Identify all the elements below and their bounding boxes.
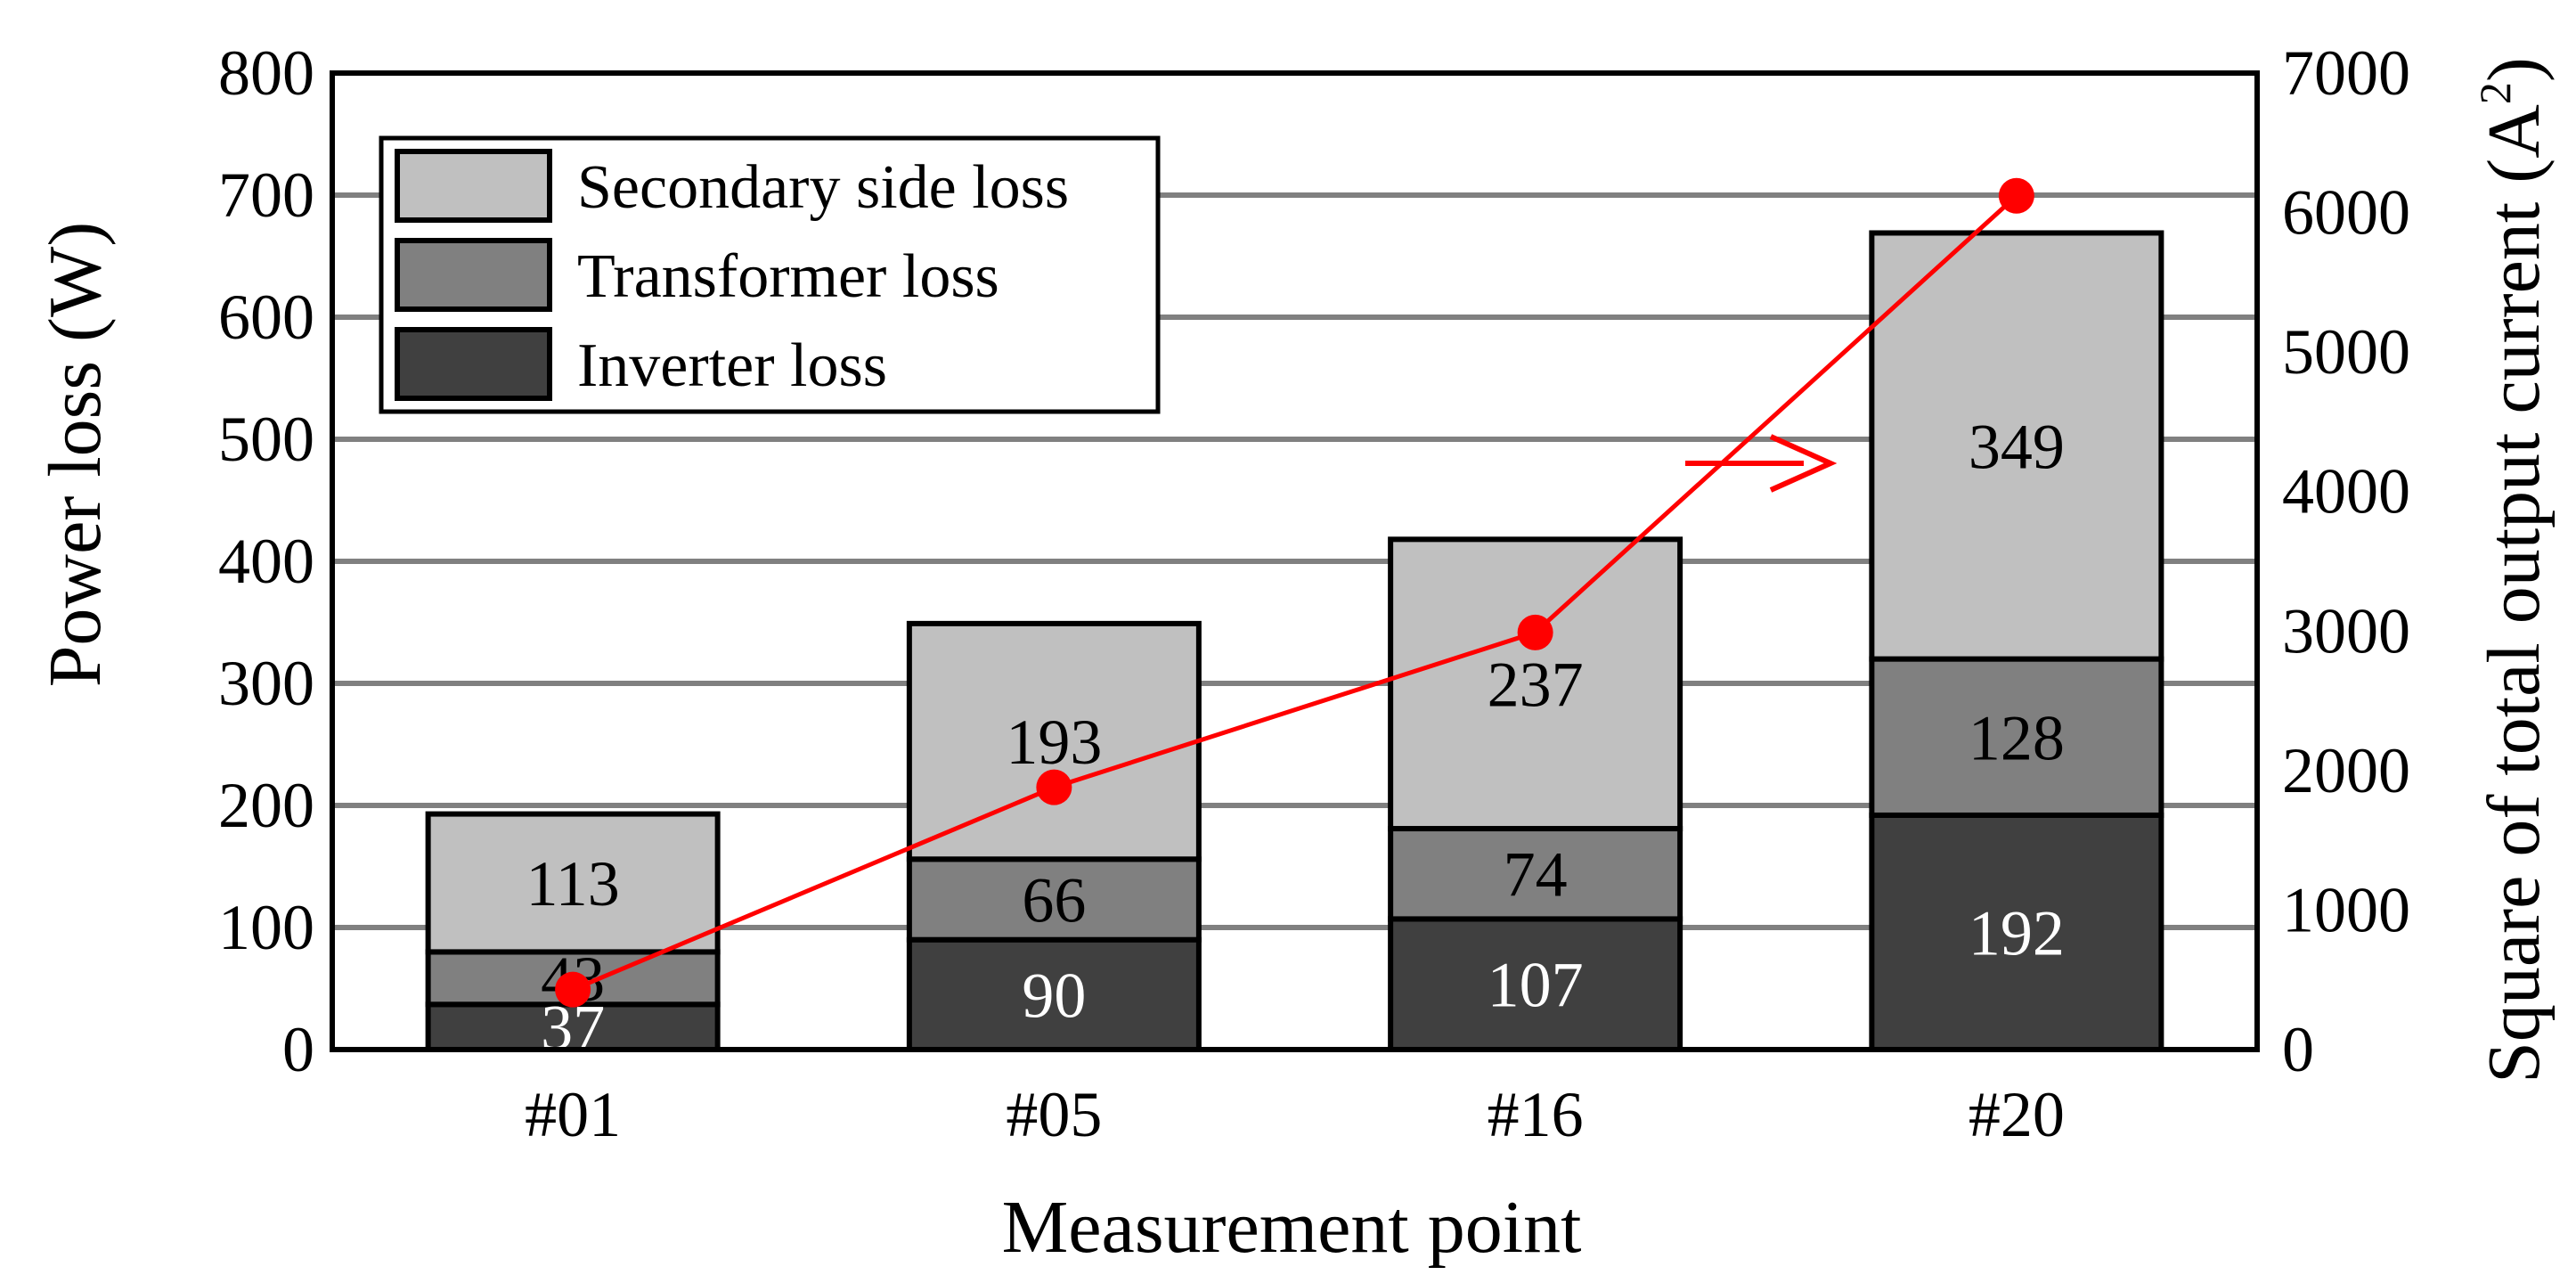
bar-value-label: 113 xyxy=(526,848,619,919)
legend-swatch xyxy=(395,149,552,223)
x-tick-label: #20 xyxy=(1969,1079,2065,1150)
bar-segment xyxy=(1869,230,2164,662)
y-tick-label: 100 xyxy=(218,892,314,963)
y2-tick-label: 3000 xyxy=(2282,595,2410,666)
y2-axis-title: Square of total output current (A2) xyxy=(2470,57,2556,1083)
bar-value-label: 107 xyxy=(1488,950,1584,1021)
x-axis-title: Measurement point xyxy=(1002,1186,1582,1269)
bar-segment xyxy=(1388,826,1683,922)
y2-tick-label: 4000 xyxy=(2282,456,2410,527)
y-tick-label: 600 xyxy=(218,282,314,353)
bar-segment xyxy=(1869,656,2164,818)
legend-swatch xyxy=(395,327,552,401)
y-tick-label: 300 xyxy=(218,648,314,719)
bar-value-label: 237 xyxy=(1488,650,1584,721)
legend-label: Inverter loss xyxy=(577,331,887,400)
left-axis-ticks: 0 100 200 300 400 500 600 700 800 xyxy=(218,37,314,1085)
y-tick-label: 700 xyxy=(218,159,314,231)
current-point xyxy=(1517,614,1553,650)
bar-value-label: 90 xyxy=(1022,960,1086,1031)
right-axis-arrow-icon xyxy=(1685,434,1838,493)
bar-segment xyxy=(906,856,1202,943)
bar-segment xyxy=(1388,916,1683,1053)
current-point xyxy=(555,971,591,1008)
bar-value-label: 74 xyxy=(1504,839,1568,911)
y2-axis-title-sup: 2 xyxy=(2470,82,2520,104)
y2-tick-label: 0 xyxy=(2282,1014,2314,1085)
y-axis-title: Power loss (W) xyxy=(34,222,117,688)
x-tick-label: #05 xyxy=(1006,1079,1102,1150)
x-tick-label: #16 xyxy=(1488,1079,1584,1150)
y-tick-label: 400 xyxy=(218,526,314,597)
bar-value-labels: 3743113906619310774237192128349 xyxy=(526,412,2064,1064)
bar-segment xyxy=(1869,812,2164,1053)
bar-value-label: 128 xyxy=(1969,702,2065,773)
y-tick-label: 800 xyxy=(218,37,314,109)
y2-tick-label: 1000 xyxy=(2282,874,2410,945)
y2-axis-title-text: Square of total output current (A xyxy=(2473,104,2556,1083)
legend: Secondary side loss Transformer loss Inver… xyxy=(379,135,1161,414)
current-line-series xyxy=(555,177,2034,1008)
y-tick-label: 0 xyxy=(282,1014,314,1085)
bar-value-label: 193 xyxy=(1006,707,1102,778)
y-tick-label: 500 xyxy=(218,404,314,475)
current-point xyxy=(1998,177,2034,214)
bar-value-label: 192 xyxy=(1969,897,2065,968)
y2-axis-title-close: ) xyxy=(2473,57,2556,82)
y2-tick-label: 6000 xyxy=(2282,177,2410,249)
bars xyxy=(425,230,2164,1053)
current-point xyxy=(1036,769,1072,805)
y2-tick-label: 7000 xyxy=(2282,37,2410,109)
bar-segment xyxy=(906,620,1202,862)
legend-swatch xyxy=(395,238,552,312)
current-line xyxy=(572,193,2018,992)
x-axis-ticks: #01 #05 #16 #20 xyxy=(525,1079,2065,1150)
bar-segment xyxy=(1388,536,1683,832)
y2-tick-label: 5000 xyxy=(2282,316,2410,388)
bar-value-label: 66 xyxy=(1022,864,1086,936)
legend-label: Transformer loss xyxy=(577,242,999,311)
bar-value-label: 349 xyxy=(1969,412,2065,483)
bar-segment xyxy=(425,811,721,955)
y-tick-label: 200 xyxy=(218,770,314,841)
legend-label: Secondary side loss xyxy=(577,153,1069,222)
x-tick-label: #01 xyxy=(525,1079,621,1150)
right-axis-ticks: 0 1000 2000 3000 4000 5000 6000 7000 xyxy=(2282,37,2410,1085)
plot-frame xyxy=(330,70,2260,1052)
y2-tick-label: 2000 xyxy=(2282,735,2410,806)
